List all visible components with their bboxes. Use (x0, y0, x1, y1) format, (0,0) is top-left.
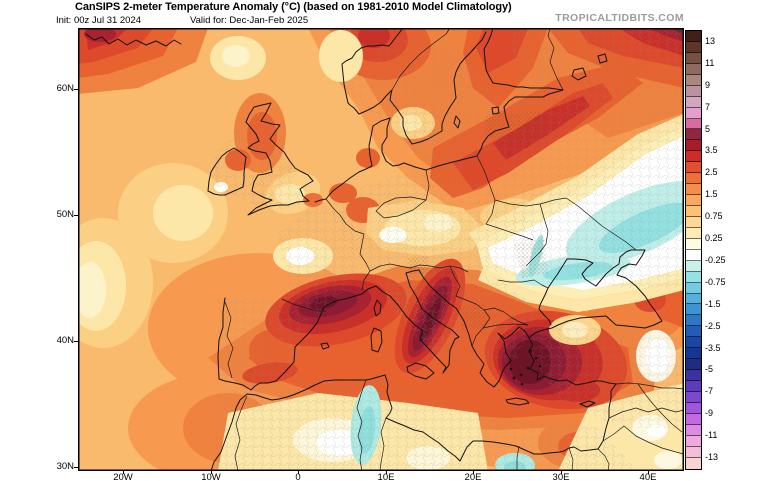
colorbar (685, 30, 702, 470)
lat-axis: 60N 50N 40N 30N (0, 0, 78, 481)
colorbar-tick-label: 13 (705, 35, 716, 46)
lon-label: 20W (113, 472, 133, 481)
colorbar-cell (686, 348, 701, 360)
country-borders (224, 28, 684, 471)
colorbar-cell (686, 402, 701, 414)
colorbar-cell (686, 206, 701, 217)
colorbar-cell (686, 74, 701, 86)
init-time-label: Init: 00z Jul 31 2024 (56, 15, 142, 26)
colorbar-tick-label: 9 (705, 79, 711, 90)
colorbar-cell (686, 184, 701, 196)
lat-label: 60N (56, 83, 74, 94)
colorbar-cell (686, 151, 701, 163)
colorbar-cell (686, 359, 701, 371)
colorbar-tick-label: 0.25 (705, 233, 723, 244)
colorbar-tick-label: 5 (705, 123, 711, 134)
lon-label: 0 (295, 472, 301, 481)
colorbar-cell (686, 129, 701, 141)
colorbar-cell (686, 96, 701, 108)
lat-label: 50N (56, 209, 74, 220)
map-frame (78, 28, 684, 471)
colorbar-cell (686, 304, 701, 316)
colorbar-cell (686, 446, 701, 458)
lon-label: 40E (639, 472, 657, 481)
colorbar-cell (686, 337, 701, 349)
colorbar-tick-label: 2.5 (705, 167, 718, 178)
colorbar-tick-label: 1.5 (705, 189, 718, 200)
colorbar-labels: 13 11 9 7 5 3.5 2.5 1.5 0.75 0.25 -0.25 -0.75 -1.5 -2… (705, 30, 735, 468)
colorbar-cell (686, 435, 701, 447)
colorbar-cell (686, 457, 701, 469)
colorbar-cell (686, 315, 701, 327)
colorbar-cell (686, 195, 701, 206)
colorbar-cell (686, 107, 701, 119)
colorbar-cell (686, 85, 701, 97)
colorbar-cell (686, 31, 701, 42)
colorbar-cell (686, 326, 701, 338)
page-title: CanSIPS 2-meter Temperature Anomaly (°C)… (75, 1, 512, 13)
colorbar-cell (686, 173, 701, 185)
colorbar-tick-label: -0.75 (705, 276, 726, 287)
lon-label: 30E (552, 472, 570, 481)
colorbar-cell (686, 282, 701, 294)
colorbar-cell (686, 293, 701, 305)
colorbar-cell (686, 249, 701, 261)
colorbar-tick-label: -3.5 (705, 342, 721, 353)
colorbar-cell (686, 238, 701, 250)
colorbar-cell (686, 162, 701, 174)
colorbar-cell (686, 413, 701, 425)
map-canvas (78, 28, 684, 471)
colorbar-cell (686, 63, 701, 75)
colorbar-cell (686, 216, 701, 228)
colorbar-tick-label: 11 (705, 57, 715, 68)
coastlines (85, 28, 663, 471)
colorbar-cell (686, 41, 701, 53)
colorbar-cell (686, 271, 701, 283)
lon-label: 10E (377, 472, 395, 481)
colorbar-tick-label: 3.5 (705, 145, 718, 156)
colorbar-tick-label: -9 (705, 408, 714, 419)
colorbar-cell (686, 227, 701, 239)
colorbar-tick-label: -1.5 (705, 298, 721, 309)
colorbar-tick-label: 0.75 (705, 211, 723, 222)
colorbar-tick-label: -0.25 (705, 254, 726, 265)
admin-boundaries (208, 28, 684, 471)
colorbar-cell (686, 260, 701, 272)
colorbar-tick-label: -11 (705, 430, 718, 441)
lat-label: 40N (56, 335, 74, 346)
colorbar-cell (686, 424, 701, 436)
colorbar-cell (686, 52, 701, 64)
temperature-anomaly-map (78, 28, 684, 471)
colorbar-tick-label: -5 (705, 364, 714, 375)
colorbar-cell (686, 391, 701, 403)
colorbar-tick-label: -2.5 (705, 320, 721, 331)
site-watermark: TROPICALTIDBITS.COM (555, 12, 684, 24)
colorbar-cell (686, 118, 701, 130)
colorbar-tick-label: 7 (705, 101, 711, 112)
colorbar-cell (686, 140, 701, 152)
lon-label: 10W (201, 472, 221, 481)
colorbar-tick-label: -7 (705, 386, 714, 397)
lat-label: 30N (56, 461, 74, 472)
colorbar-cell (686, 370, 701, 381)
colorbar-cell (686, 381, 701, 392)
lon-label: 20E (464, 472, 482, 481)
valid-time-label: Valid for: Dec-Jan-Feb 2025 (190, 15, 309, 26)
colorbar-tick-label: -13 (705, 452, 719, 463)
